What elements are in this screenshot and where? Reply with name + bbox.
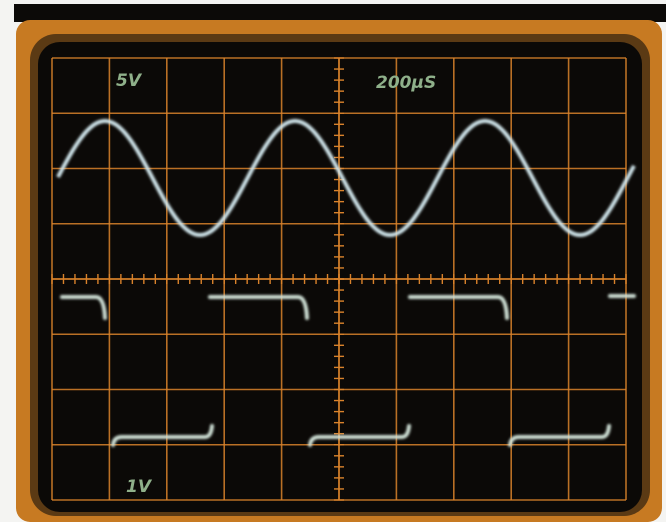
oscilloscope-photo: 5V 200µS 1V (0, 0, 666, 522)
ch2-volts-label: 1V (126, 477, 153, 497)
page: 5V 200µS 1V (() => { const data = JSON.p… (0, 0, 666, 522)
ch1-volts-label: 5V (116, 71, 143, 91)
timebase-label: 200µS (376, 73, 436, 93)
top-edge (14, 4, 666, 22)
